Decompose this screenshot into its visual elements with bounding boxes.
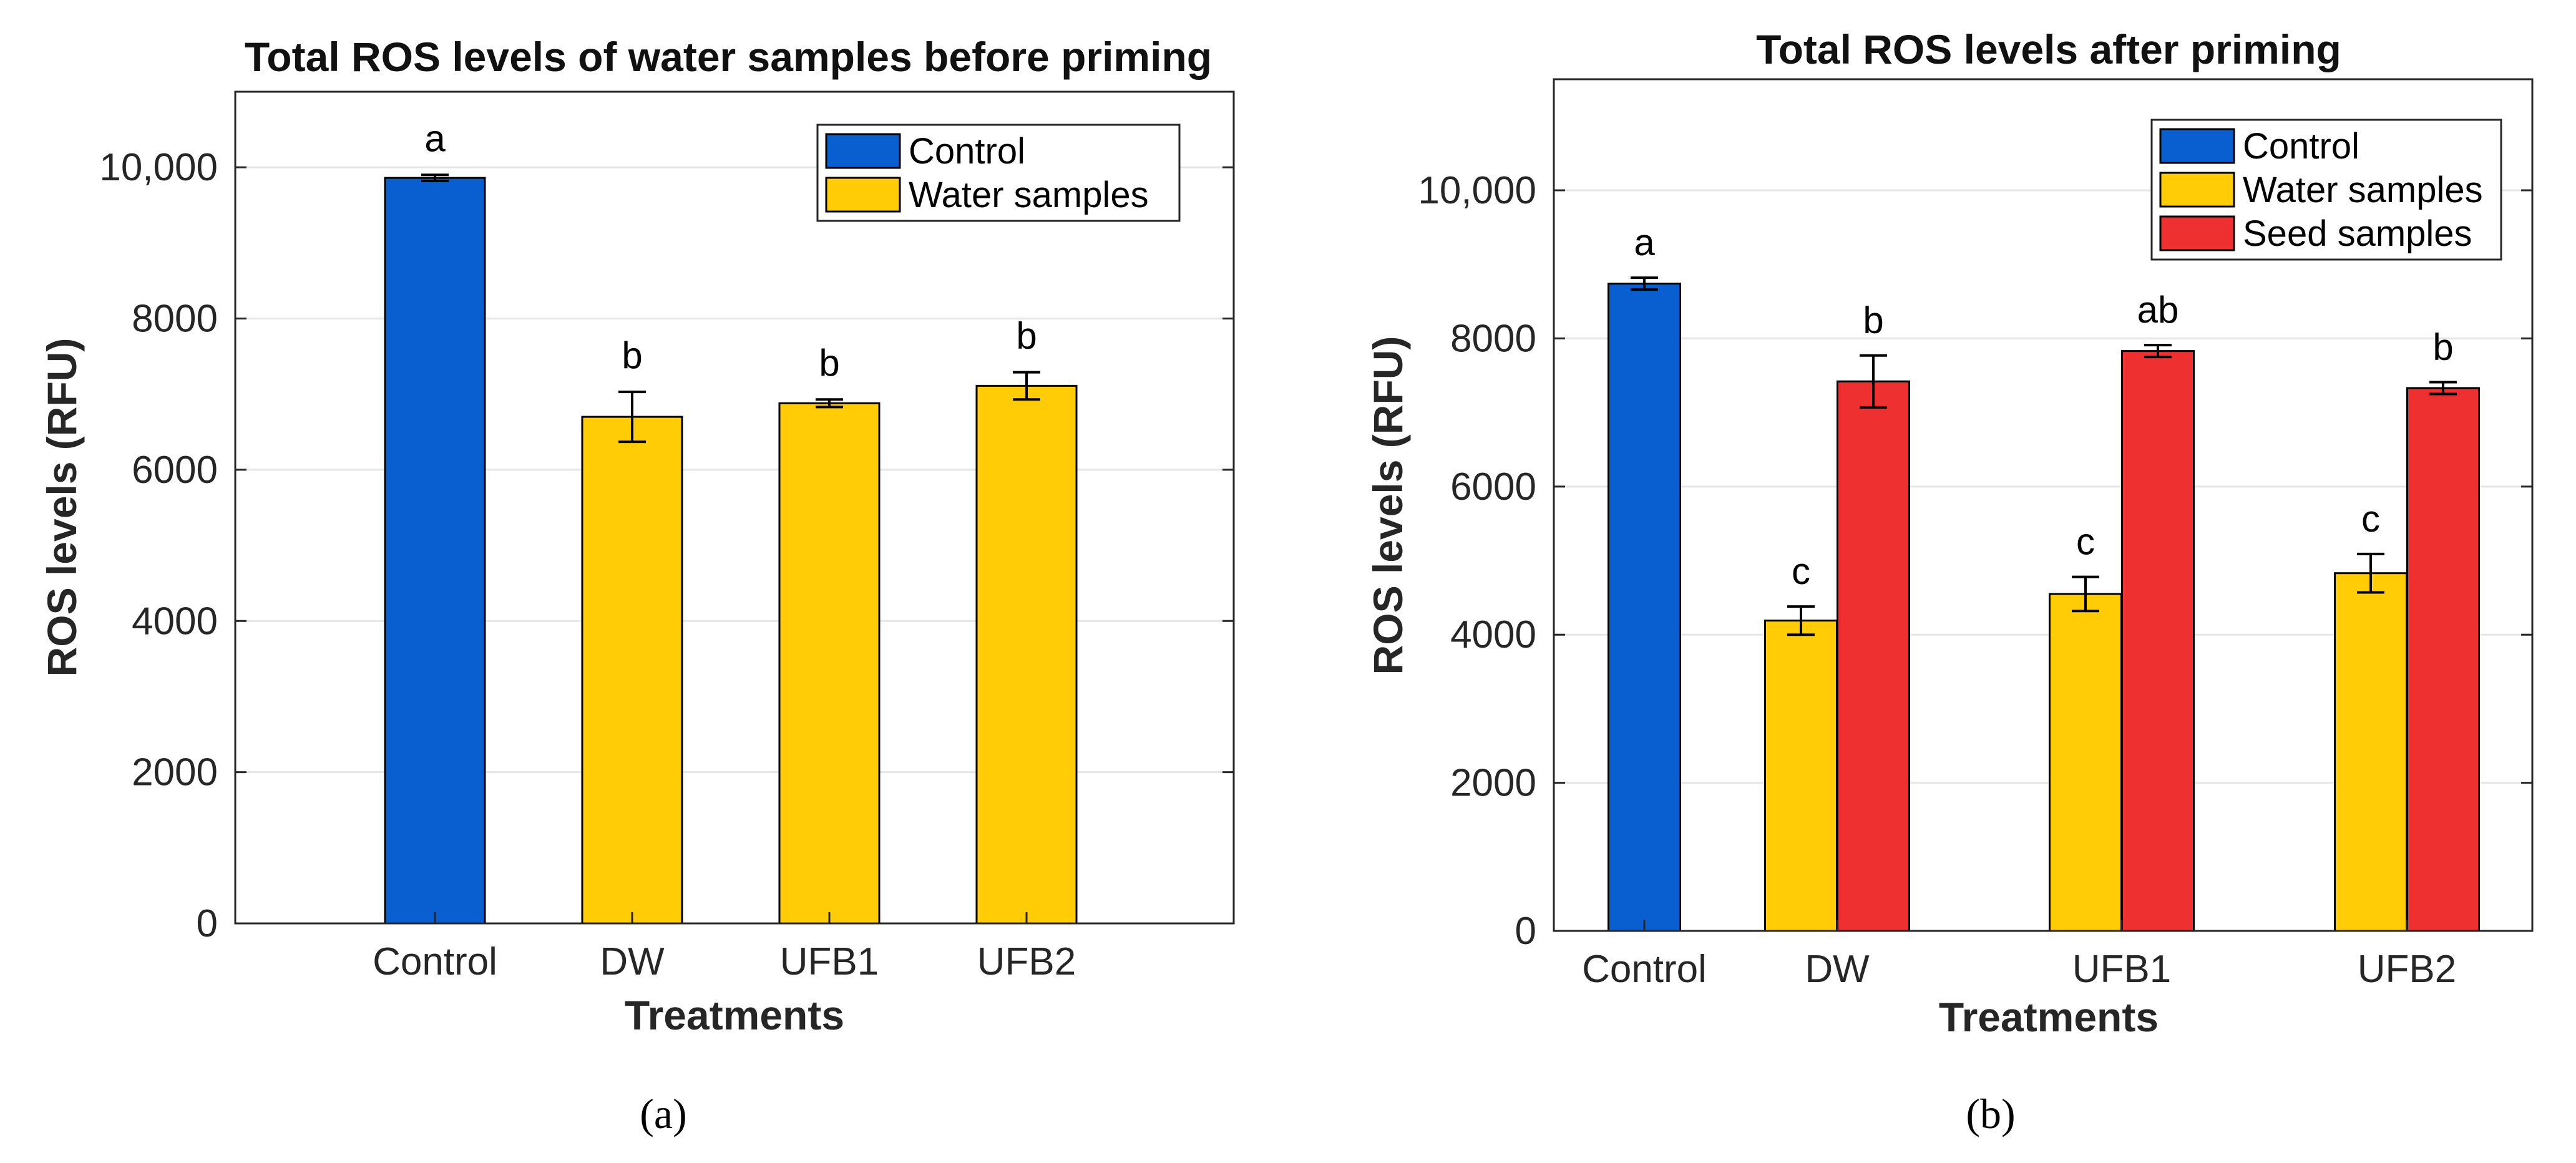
legend-label: Water samples: [909, 175, 1149, 215]
significance-label: b: [819, 342, 839, 384]
significance-label: c: [2361, 498, 2380, 540]
y-tick-label: 8000: [1450, 317, 1536, 360]
x-tick-label: UFB2: [977, 940, 1076, 983]
bar: [778, 402, 881, 925]
bar: [1608, 283, 1681, 932]
chart-b-title: Total ROS levels after priming: [1756, 26, 2341, 72]
bar: [2049, 593, 2122, 932]
significance-label: b: [622, 334, 642, 376]
panel-b-caption: (b): [1966, 1090, 2015, 1137]
chart-b-error-bars: [1631, 276, 2457, 636]
significance-label: b: [1016, 315, 1037, 357]
legend-label: Water samples: [2243, 170, 2483, 210]
y-tick-label: 0: [197, 902, 218, 945]
legend-label: Control: [909, 131, 1025, 172]
x-tick-label: UFB1: [2072, 948, 2171, 991]
x-tick-label: Control: [373, 940, 497, 983]
x-tick-label: UFB1: [780, 940, 879, 983]
y-tick-label: 2000: [132, 751, 218, 794]
x-tick-label: DW: [1805, 948, 1870, 991]
y-tick-label: 10,000: [99, 146, 218, 189]
chart-panel-b: Total ROS levels after priming acbcabcb …: [1365, 26, 2534, 1137]
bar: [1764, 620, 1838, 932]
panel-a-caption: (a): [640, 1090, 686, 1137]
legend-label: Control: [2243, 126, 2359, 167]
chart-a-title: Total ROS levels of water samples before…: [245, 34, 1212, 80]
bar: [2334, 572, 2408, 932]
legend-swatch: [825, 177, 901, 213]
y-tick-label: 8000: [132, 298, 218, 341]
legend-swatch: [2159, 128, 2235, 164]
y-tick-label: 6000: [132, 449, 218, 492]
chart-panel-a: Total ROS levels of water samples before…: [39, 34, 1235, 1137]
x-tick-label: UFB2: [2358, 948, 2456, 991]
bar: [1837, 380, 1910, 932]
significance-label: c: [1792, 550, 1810, 592]
chart-b-significance-labels: a c b c ab c b: [1634, 221, 2453, 592]
chart-a-x-axis-label: Treatments: [625, 992, 844, 1038]
chart-b-axis-ticks: 0 2000 4000 6000 8000 10,000 Control DW UFB1 UFB2: [1418, 169, 2532, 991]
legend-label: Seed samples: [2243, 213, 2472, 254]
x-tick-label: DW: [600, 940, 665, 983]
chart-a-bars: [384, 177, 1078, 925]
x-tick-label: Control: [1582, 948, 1707, 991]
legend-swatch: [825, 133, 901, 169]
chart-a-axis-ticks: 0 2000 4000 6000 8000 10,000 Control DW UFB1 UFB2: [99, 146, 1234, 983]
legend-swatch: [2159, 215, 2235, 251]
chart-b-x-axis-label: Treatments: [1939, 994, 2159, 1040]
y-tick-label: 0: [1515, 910, 1536, 953]
y-tick-label: 2000: [1450, 762, 1536, 805]
y-tick-label: 6000: [1450, 465, 1536, 509]
chart-b-y-axis-label: ROS levels (RFU): [1365, 336, 1411, 675]
significance-label: ab: [2137, 289, 2179, 331]
chart-a-error-bars: [421, 173, 1040, 444]
bar: [581, 416, 683, 925]
chart-a-plot-frame: [234, 90, 1235, 925]
chart-a-significance-labels: a b b b: [424, 117, 1037, 384]
chart-b-bars: [1608, 283, 2480, 932]
bar: [2406, 387, 2480, 932]
bar: [384, 177, 486, 925]
bar: [975, 384, 1078, 925]
significance-label: a: [1634, 221, 1655, 263]
significance-label: b: [1863, 299, 1883, 341]
chart-b-plot-frame: [1553, 78, 2534, 932]
bar: [2121, 350, 2195, 932]
y-tick-label: 4000: [1450, 613, 1536, 656]
chart-a-y-axis-label: ROS levels (RFU): [39, 338, 85, 677]
significance-label: c: [2076, 521, 2095, 563]
significance-label: b: [2432, 326, 2453, 367]
y-tick-label: 10,000: [1418, 169, 1536, 212]
y-tick-label: 4000: [132, 600, 218, 643]
significance-label: a: [424, 117, 446, 159]
legend-swatch: [2159, 172, 2235, 208]
